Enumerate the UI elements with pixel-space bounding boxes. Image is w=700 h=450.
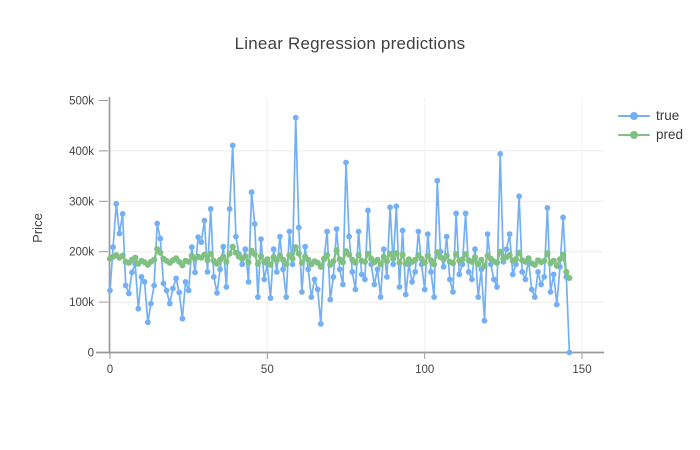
y-tick-label: 200k (69, 247, 94, 259)
legend-label-pred: pred (656, 127, 684, 142)
legend: true pred (618, 106, 683, 144)
pred-series-line-icon (618, 130, 650, 140)
x-axis-ticks: 0 50 100 150 (107, 353, 592, 376)
x-tick-label: 100 (415, 364, 434, 376)
x-tick-label: 150 (572, 364, 591, 376)
y-tick-label: 500k (69, 96, 94, 108)
v-gridlines (266, 98, 583, 353)
plot-area[interactable] (110, 98, 604, 353)
y-tick-label: 100k (69, 297, 94, 309)
axes (96, 97, 604, 354)
true-series-line-icon (618, 111, 650, 121)
legend-item-pred[interactable]: pred (618, 125, 683, 144)
y-axis-ticks: 0 100k 200k 300k 400k 500k (69, 96, 108, 360)
y-tick-label: 400k (69, 146, 94, 158)
y-tick-label: 0 (88, 348, 94, 360)
legend-item-true[interactable]: true (618, 106, 683, 125)
chart-title: Linear Regression predictions (234, 34, 466, 53)
series-true (107, 114, 573, 356)
series-pred (106, 243, 573, 281)
legend-label-true: true (656, 108, 680, 123)
x-tick-label: 50 (261, 364, 274, 376)
x-tick-label: 0 (107, 364, 113, 376)
y-tick-label: 300k (69, 196, 94, 208)
y-axis-title: Price (30, 213, 45, 243)
